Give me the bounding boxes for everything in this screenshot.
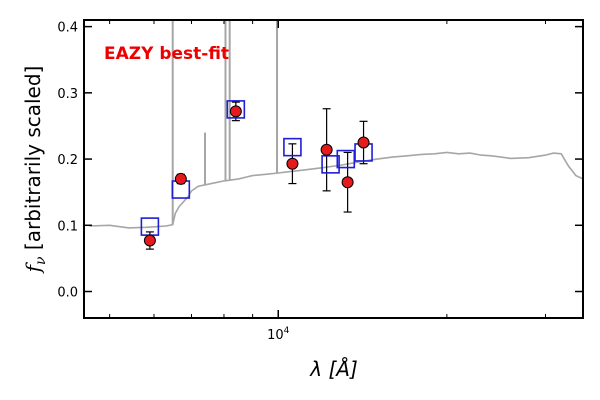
y-axis-ticks: 0.0 0.1 0.2 0.3 0.4 bbox=[57, 21, 583, 301]
y-tick-label: 0.2 bbox=[57, 153, 78, 168]
observed-point bbox=[357, 136, 370, 149]
y-tick-label: 0.3 bbox=[57, 87, 78, 102]
annotation-label: EAZY best-fit bbox=[104, 44, 229, 64]
model-flux-square bbox=[283, 137, 302, 157]
observed-point bbox=[174, 172, 187, 185]
x-tick-label: 104 bbox=[267, 326, 290, 343]
model-spectrum-line bbox=[89, 151, 583, 229]
x-axis-label-prefix: λ [ bbox=[309, 357, 337, 381]
x-axis-label-suffix: ] bbox=[349, 357, 358, 381]
plot-content bbox=[89, 20, 583, 250]
y-axis-label-text: [arbitrarily scaled] bbox=[21, 66, 45, 257]
observed-point bbox=[320, 143, 333, 156]
model-flux-square bbox=[226, 100, 246, 119]
observed-flux-points bbox=[143, 105, 370, 247]
x-axis-label-unit: Å bbox=[334, 357, 350, 381]
y-tick-label: 0.1 bbox=[57, 219, 78, 234]
x-axis-label: λ [Å] bbox=[309, 357, 358, 381]
observed-point bbox=[341, 176, 354, 189]
y-axis-label: fν [arbitrarily scaled] bbox=[21, 66, 49, 275]
x-axis-ticks: 104 bbox=[109, 20, 547, 343]
plot-frame bbox=[83, 19, 584, 319]
y-axis-label-subscript: ν bbox=[33, 256, 49, 265]
model-flux-square bbox=[321, 155, 340, 174]
observed-point bbox=[286, 157, 299, 170]
y-tick-label: 0.4 bbox=[57, 21, 78, 36]
observed-point bbox=[229, 105, 242, 118]
model-flux-points bbox=[140, 100, 373, 236]
observed-point bbox=[143, 234, 156, 247]
y-tick-label: 0.0 bbox=[57, 286, 78, 301]
